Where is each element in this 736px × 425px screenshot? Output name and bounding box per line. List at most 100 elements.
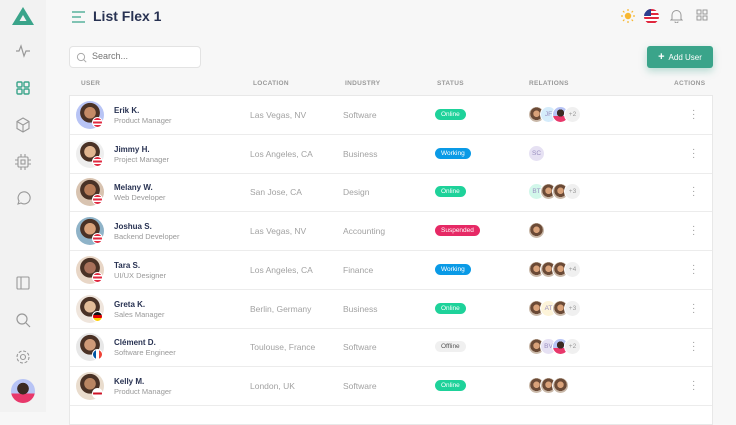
table-row[interactable]: Joshua S. Backend Developer Las Vegas, N… bbox=[70, 212, 712, 252]
more-actions-icon[interactable]: · · · bbox=[692, 221, 696, 241]
relation-more-count[interactable]: +3 bbox=[564, 299, 581, 317]
search-input[interactable] bbox=[92, 51, 192, 61]
search-icon[interactable] bbox=[14, 311, 32, 329]
user-name: Jimmy H. bbox=[114, 144, 150, 154]
user-location: London, UK bbox=[250, 380, 295, 391]
table-row[interactable]: Clément D. Software Engineer Toulouse, F… bbox=[70, 328, 712, 368]
main-content: List Flex 1 +Add User USER LOCATION INDU… bbox=[46, 0, 736, 425]
user-name: Tara S. bbox=[114, 260, 141, 270]
us-flag-icon bbox=[92, 233, 103, 245]
settings-icon[interactable] bbox=[14, 348, 32, 366]
user-role: Product Manager bbox=[114, 116, 172, 125]
relations-stack bbox=[528, 222, 545, 240]
user-role: UI/UX Designer bbox=[114, 270, 167, 280]
relation-more-count[interactable]: +2 bbox=[564, 338, 581, 356]
user-location: Las Vegas, NV bbox=[250, 110, 307, 120]
more-actions-icon[interactable]: · · · bbox=[692, 298, 696, 318]
grid-icon[interactable] bbox=[14, 79, 32, 97]
user-name: Clément D. bbox=[114, 338, 156, 348]
add-user-label: Add User bbox=[668, 52, 702, 62]
column-header-actions: ACTIONS bbox=[674, 80, 706, 87]
user-name: Joshua S. bbox=[114, 222, 152, 232]
more-actions-icon[interactable]: · · · bbox=[692, 337, 696, 357]
more-actions-icon[interactable]: · · · bbox=[692, 375, 696, 395]
us-flag-icon bbox=[92, 155, 103, 167]
user-industry: Finance bbox=[343, 264, 374, 275]
relation-more-count[interactable]: +4 bbox=[564, 260, 581, 278]
status-badge: Offline bbox=[435, 341, 466, 353]
status-badge: Online bbox=[435, 379, 466, 391]
user-name: Greta K. bbox=[114, 299, 146, 309]
table-row[interactable]: Greta K. Sales Manager Berlin, Germany B… bbox=[70, 290, 712, 329]
sidebar bbox=[0, 0, 46, 412]
column-header-relations: RELATIONS bbox=[529, 80, 569, 87]
more-actions-icon[interactable]: · · · bbox=[692, 143, 696, 163]
more-actions-icon[interactable]: · · · bbox=[692, 182, 696, 202]
status-badge: Working bbox=[435, 263, 471, 275]
apps-grid-icon[interactable] bbox=[696, 9, 708, 21]
bell-icon[interactable] bbox=[670, 9, 683, 23]
page-title: List Flex 1 bbox=[93, 8, 162, 24]
sun-icon[interactable] bbox=[621, 9, 635, 23]
user-industry: Software bbox=[343, 380, 377, 391]
box-icon[interactable] bbox=[14, 116, 32, 134]
user-role: Sales Manager bbox=[114, 309, 165, 319]
user-location: Toulouse, France bbox=[250, 342, 316, 353]
status-badge: Online bbox=[435, 302, 466, 314]
user-industry: Accounting bbox=[343, 226, 386, 237]
search-icon bbox=[76, 52, 87, 63]
table-row[interactable]: Melany W. Web Developer San Jose, CA Des… bbox=[70, 173, 712, 213]
table-row[interactable]: Kelly M. Product Manager London, UK Soft… bbox=[70, 367, 712, 406]
relation-initials[interactable]: SC bbox=[528, 144, 545, 162]
relations-stack: AT +3 bbox=[528, 299, 581, 317]
column-header-industry: INDUSTRY bbox=[345, 80, 381, 87]
table-row[interactable]: Erik K. Product Manager Las Vegas, NV So… bbox=[70, 96, 712, 135]
user-name: Melany W. bbox=[114, 183, 153, 193]
table-row[interactable]: Jimmy H. Project Manager Los Angeles, CA… bbox=[70, 135, 712, 174]
relations-stack: +4 bbox=[528, 260, 581, 278]
more-actions-icon[interactable]: · · · bbox=[692, 105, 696, 124]
plus-icon: + bbox=[658, 51, 665, 63]
user-industry: Software bbox=[343, 342, 377, 353]
fr-flag-icon bbox=[92, 349, 103, 361]
add-user-button[interactable]: + Add User bbox=[647, 46, 713, 68]
user-name: Kelly M. bbox=[114, 376, 145, 386]
cpu-icon[interactable] bbox=[14, 153, 32, 171]
logo-icon[interactable] bbox=[12, 7, 34, 25]
column-header-location: LOCATION bbox=[253, 80, 289, 87]
relations-stack: JF +2 bbox=[528, 106, 581, 123]
us-flag-icon bbox=[92, 271, 103, 283]
user-role: Backend Developer bbox=[114, 232, 180, 242]
more-actions-icon[interactable]: · · · bbox=[692, 259, 696, 279]
relation-avatar[interactable] bbox=[528, 222, 545, 240]
sidebar-panel-icon[interactable] bbox=[14, 274, 32, 292]
gb-flag-icon bbox=[92, 387, 103, 399]
relations-stack: SC bbox=[528, 144, 545, 162]
search-box[interactable] bbox=[69, 46, 201, 68]
user-industry: Software bbox=[343, 110, 377, 120]
us-flag-icon bbox=[92, 117, 103, 128]
menu-icon[interactable] bbox=[72, 11, 85, 23]
relations-stack: BV +2 bbox=[528, 338, 581, 356]
user-name: Erik K. bbox=[114, 106, 140, 115]
us-flag-icon[interactable] bbox=[644, 9, 659, 24]
relation-more-count[interactable]: +3 bbox=[564, 183, 581, 201]
column-header-status: STATUS bbox=[437, 80, 464, 87]
column-header-user: USER bbox=[81, 80, 101, 87]
users-table: Erik K. Product Manager Las Vegas, NV So… bbox=[69, 95, 713, 425]
chat-icon[interactable] bbox=[14, 190, 32, 208]
relation-avatar[interactable] bbox=[552, 376, 569, 394]
user-industry: Design bbox=[343, 187, 370, 198]
status-badge: Suspended bbox=[435, 225, 480, 237]
activity-icon[interactable] bbox=[14, 42, 32, 60]
status-badge: Working bbox=[435, 147, 471, 159]
user-avatar[interactable] bbox=[11, 379, 35, 403]
table-row[interactable]: Tara S. UI/UX Designer Los Angeles, CA F… bbox=[70, 251, 712, 290]
user-location: Los Angeles, CA bbox=[250, 148, 313, 159]
relations-stack bbox=[528, 376, 569, 394]
user-industry: Business bbox=[343, 303, 378, 314]
user-location: Las Vegas, NV bbox=[250, 226, 307, 237]
relation-more-count[interactable]: +2 bbox=[564, 106, 581, 123]
user-industry: Business bbox=[343, 148, 378, 159]
user-location: Berlin, Germany bbox=[250, 303, 312, 314]
